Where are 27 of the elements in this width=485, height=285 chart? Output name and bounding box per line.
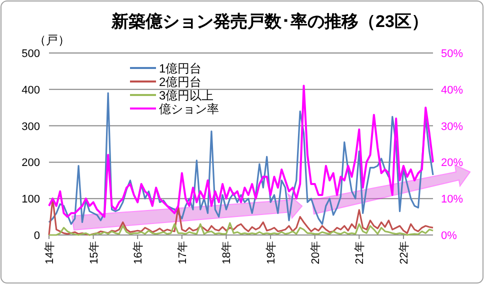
x-tick-label: 19年 [266, 241, 278, 264]
y2-tick-label: 10% [441, 194, 464, 206]
x-tick-label: 17年 [176, 241, 189, 264]
y-tick-label: 100 [22, 194, 40, 206]
x-tick-label: 21年 [354, 241, 366, 264]
x-tick-label: 14年 [44, 241, 56, 264]
y2-tick-label: 20% [441, 157, 464, 170]
y2-tick-label: 40% [441, 84, 464, 96]
y-tick-label: 300 [22, 120, 40, 133]
chart-title: 新築億ション発売戸数･率の推移（23区） [110, 12, 428, 31]
x-tick-label: 16年 [132, 241, 145, 264]
y-axis-title: （戸） [34, 33, 70, 47]
x-tick-label: 15年 [88, 241, 100, 264]
legend-label: 1億円台 [159, 62, 202, 76]
y2-tick-label: 30% [441, 120, 464, 133]
y2-tick-label: 50% [441, 48, 464, 60]
legend-label: 3億円以上 [159, 88, 214, 102]
x-tick-label: 18年 [221, 241, 234, 264]
y-tick-label: 0 [34, 230, 40, 242]
x-tick-label: 20年 [310, 241, 322, 264]
x-tick-label: 22年 [398, 241, 410, 264]
y-tick-label: 400 [22, 84, 40, 96]
y-tick-label: 500 [22, 48, 40, 60]
legend-label: 億ション率 [159, 102, 219, 116]
y2-tick-label: 0% [441, 230, 458, 242]
y-tick-label: 200 [22, 157, 40, 170]
legend-label: 2億円台 [159, 75, 202, 89]
